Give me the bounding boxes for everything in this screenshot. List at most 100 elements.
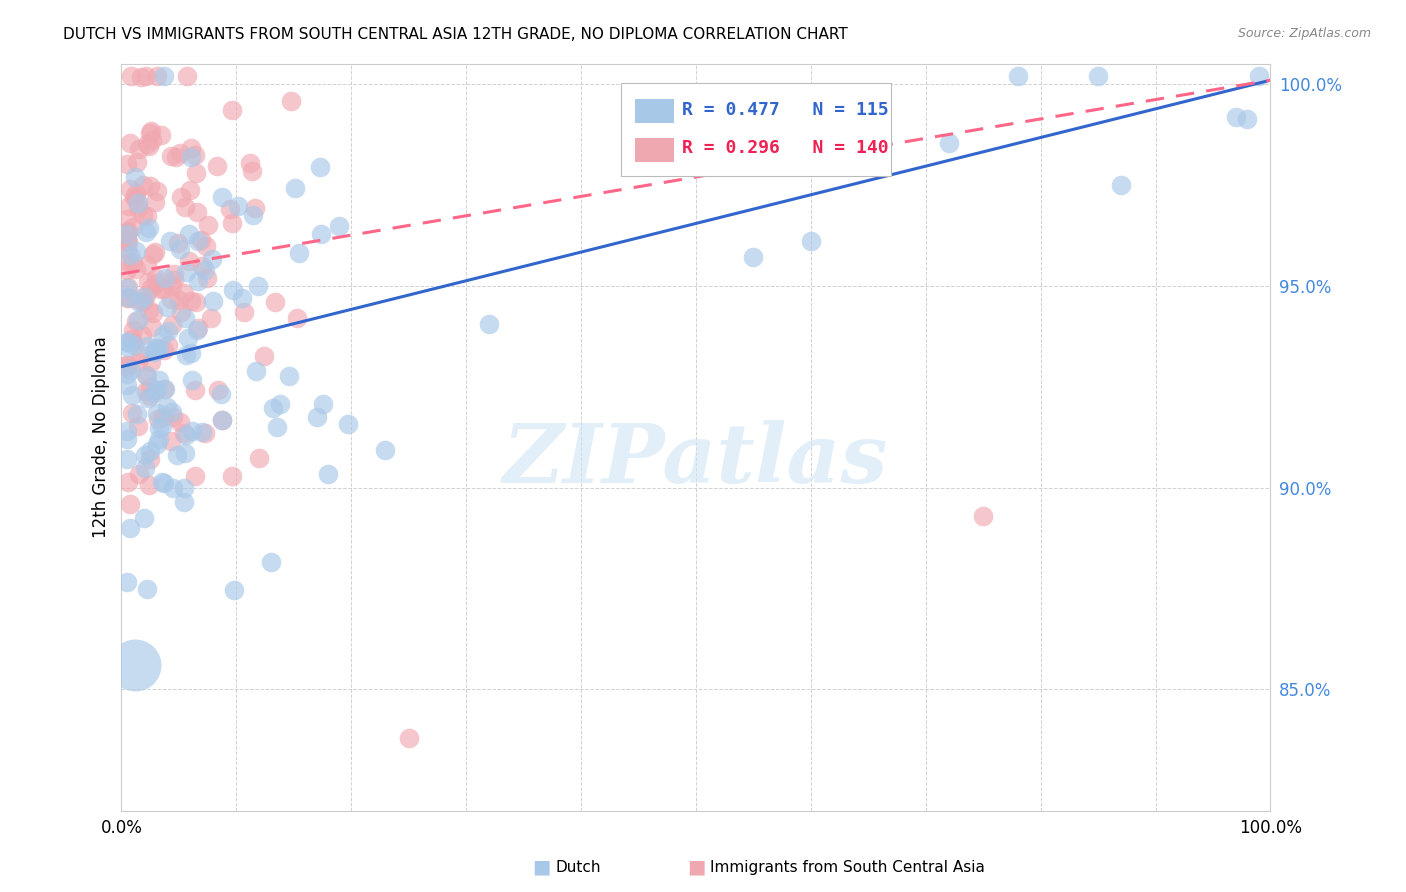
Point xyxy=(117,475,139,490)
Point xyxy=(148,432,170,446)
Point xyxy=(125,186,148,200)
Point xyxy=(136,339,159,353)
FancyBboxPatch shape xyxy=(636,99,673,123)
Point xyxy=(142,305,165,319)
Point xyxy=(177,253,200,268)
Point xyxy=(127,196,149,211)
Point xyxy=(125,193,148,207)
Point xyxy=(180,294,202,309)
Point xyxy=(259,555,281,569)
Point xyxy=(115,574,138,589)
Point xyxy=(174,428,197,442)
Text: Immigrants from South Central Asia: Immigrants from South Central Asia xyxy=(710,860,986,874)
Point xyxy=(398,731,420,745)
Point xyxy=(163,273,186,287)
Point xyxy=(219,202,242,216)
Point xyxy=(1236,112,1258,126)
Point xyxy=(134,511,156,525)
Point xyxy=(222,582,245,597)
Point xyxy=(243,201,266,215)
Point xyxy=(118,497,141,511)
Point xyxy=(138,221,160,235)
Point xyxy=(138,126,160,140)
Point xyxy=(176,69,198,83)
Point xyxy=(118,136,141,150)
Point xyxy=(173,445,195,459)
Point xyxy=(186,323,208,337)
Y-axis label: 12th Grade, No Diploma: 12th Grade, No Diploma xyxy=(93,336,110,538)
Point xyxy=(269,397,291,411)
Point xyxy=(187,234,209,248)
Point xyxy=(253,349,276,363)
Point xyxy=(135,288,157,302)
Point xyxy=(148,372,170,386)
Point xyxy=(153,475,176,490)
Point xyxy=(115,263,138,277)
Point xyxy=(115,242,138,256)
Point xyxy=(201,252,224,266)
Point xyxy=(183,148,205,162)
Point xyxy=(115,358,138,372)
Point xyxy=(139,124,162,138)
Point xyxy=(184,295,207,310)
Point xyxy=(115,377,138,392)
Point xyxy=(162,409,184,424)
Point xyxy=(153,382,176,396)
Point xyxy=(169,305,191,319)
Point xyxy=(180,140,202,154)
Point xyxy=(195,239,218,253)
Point xyxy=(478,317,501,331)
Point xyxy=(800,234,823,248)
Point xyxy=(117,280,139,294)
Point xyxy=(183,383,205,397)
Point xyxy=(938,136,960,150)
Point xyxy=(139,179,162,194)
Point xyxy=(1087,69,1109,83)
Point xyxy=(121,334,143,349)
Point xyxy=(284,181,307,195)
Point xyxy=(138,478,160,492)
Point xyxy=(153,343,176,358)
Point xyxy=(135,225,157,239)
Point xyxy=(145,383,167,397)
Point xyxy=(176,348,198,362)
Point xyxy=(174,200,197,214)
Point xyxy=(115,212,138,227)
Point xyxy=(124,170,146,185)
Point xyxy=(146,341,169,355)
Point xyxy=(194,263,217,277)
Point xyxy=(115,290,138,304)
Point xyxy=(118,292,141,306)
Point xyxy=(115,361,138,376)
Point xyxy=(190,234,212,248)
Point xyxy=(146,184,169,198)
Point xyxy=(136,136,159,151)
Point xyxy=(128,295,150,310)
Point xyxy=(972,508,994,523)
Point xyxy=(136,275,159,289)
Point xyxy=(194,426,217,441)
Point xyxy=(122,189,145,203)
Point xyxy=(1109,178,1132,193)
Point xyxy=(148,421,170,435)
Point xyxy=(122,255,145,269)
Point xyxy=(115,425,138,439)
Point xyxy=(122,338,145,352)
Point xyxy=(128,142,150,156)
Point xyxy=(122,324,145,338)
Point xyxy=(309,161,332,175)
Point xyxy=(170,190,193,204)
Text: ZIPatlas: ZIPatlas xyxy=(503,420,889,500)
Point xyxy=(139,452,162,467)
Point xyxy=(120,363,142,377)
Point xyxy=(180,345,202,359)
Point xyxy=(160,293,183,307)
Text: R = 0.296   N = 140: R = 0.296 N = 140 xyxy=(682,139,889,157)
Point xyxy=(117,340,139,354)
Text: R = 0.477   N = 115: R = 0.477 N = 115 xyxy=(682,102,889,120)
Point xyxy=(211,413,233,427)
Point xyxy=(149,128,172,142)
Point xyxy=(152,409,174,424)
Point xyxy=(173,285,195,300)
Point xyxy=(177,227,200,242)
